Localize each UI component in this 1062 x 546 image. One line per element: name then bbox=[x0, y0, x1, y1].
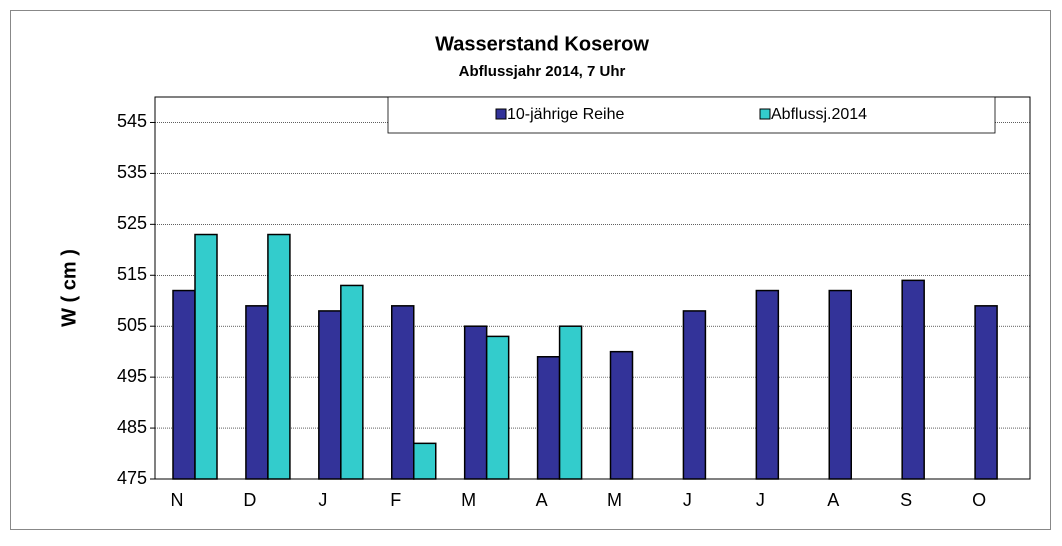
x-tick-label: M bbox=[461, 490, 476, 510]
bar bbox=[172, 289, 196, 480]
y-tick-label: 485 bbox=[117, 417, 147, 437]
y-tick-label: 545 bbox=[117, 111, 147, 131]
x-tick-label: F bbox=[390, 490, 401, 510]
bar bbox=[340, 284, 364, 480]
y-tick-label: 525 bbox=[117, 213, 147, 233]
y-tick-label: 535 bbox=[117, 162, 147, 182]
bar bbox=[536, 356, 561, 480]
y-tick-label: 495 bbox=[117, 366, 147, 386]
bar bbox=[755, 289, 780, 480]
legend-label: 10-jährige Reihe bbox=[507, 106, 625, 123]
bar bbox=[318, 310, 342, 480]
bar bbox=[558, 325, 583, 480]
bar bbox=[194, 233, 218, 480]
bar bbox=[463, 325, 488, 480]
bar bbox=[901, 279, 925, 480]
y-tick-label: 475 bbox=[117, 468, 147, 488]
bar bbox=[245, 305, 269, 480]
bar bbox=[974, 305, 998, 480]
bar bbox=[682, 310, 707, 480]
bar bbox=[485, 335, 510, 480]
x-tick-label: J bbox=[683, 490, 692, 510]
legend-label: Abflussj.2014 bbox=[771, 106, 867, 123]
x-tick-label: J bbox=[756, 490, 765, 510]
chart-title: Wasserstand Koserow bbox=[435, 33, 649, 55]
x-tick-label: O bbox=[972, 490, 986, 510]
bar bbox=[609, 350, 634, 480]
bar bbox=[267, 233, 291, 480]
x-tick-label: D bbox=[243, 490, 256, 510]
plot-area bbox=[154, 96, 1031, 480]
x-tick-label: J bbox=[318, 490, 327, 510]
bar bbox=[391, 305, 415, 480]
x-tick-label: M bbox=[607, 490, 622, 510]
legend-swatch bbox=[495, 108, 507, 120]
y-axis-label: W ( cm ) bbox=[58, 249, 80, 327]
bar bbox=[828, 289, 852, 480]
bar bbox=[413, 442, 437, 480]
legend-swatch bbox=[759, 108, 771, 120]
chart-subtitle: Abflussjahr 2014, 7 Uhr bbox=[459, 63, 626, 80]
legend-box bbox=[387, 96, 996, 134]
y-tick-label: 505 bbox=[117, 315, 147, 335]
y-tick-label: 515 bbox=[117, 264, 147, 284]
x-tick-label: A bbox=[827, 490, 839, 510]
x-tick-label: S bbox=[900, 490, 912, 510]
x-tick-label: N bbox=[171, 490, 184, 510]
x-tick-label: A bbox=[536, 490, 548, 510]
